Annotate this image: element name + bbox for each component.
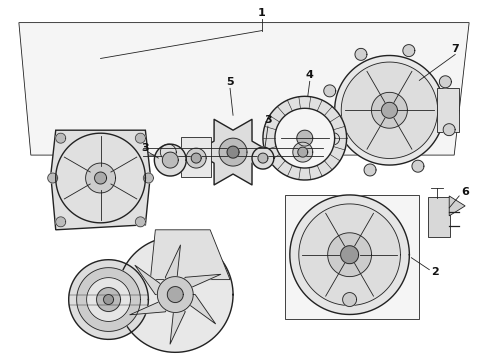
FancyBboxPatch shape [181, 137, 211, 177]
Polygon shape [371, 92, 407, 128]
Polygon shape [440, 76, 451, 88]
Polygon shape [135, 133, 146, 143]
Polygon shape [86, 163, 116, 193]
Polygon shape [19, 23, 469, 155]
Polygon shape [175, 294, 216, 324]
Polygon shape [157, 276, 193, 312]
Polygon shape [285, 195, 419, 319]
Polygon shape [412, 160, 424, 172]
Polygon shape [95, 172, 106, 184]
Polygon shape [195, 119, 271, 185]
Polygon shape [170, 294, 185, 344]
Polygon shape [186, 148, 206, 168]
Polygon shape [69, 260, 148, 339]
Polygon shape [227, 146, 239, 158]
FancyBboxPatch shape [428, 197, 450, 237]
Polygon shape [97, 288, 121, 311]
Polygon shape [343, 293, 357, 306]
Polygon shape [118, 237, 233, 352]
Text: 1: 1 [258, 8, 266, 18]
Polygon shape [135, 265, 175, 294]
Polygon shape [56, 217, 66, 227]
Polygon shape [154, 144, 186, 176]
Polygon shape [144, 173, 153, 183]
Polygon shape [403, 45, 415, 57]
Polygon shape [165, 245, 180, 294]
Polygon shape [355, 48, 367, 60]
Polygon shape [150, 230, 230, 280]
Polygon shape [263, 96, 346, 180]
Text: 6: 6 [461, 187, 469, 197]
Polygon shape [341, 246, 359, 264]
Polygon shape [382, 102, 397, 118]
Polygon shape [191, 153, 201, 163]
Polygon shape [130, 294, 175, 315]
Polygon shape [175, 274, 221, 294]
Polygon shape [219, 138, 247, 166]
Polygon shape [443, 124, 455, 136]
Polygon shape [335, 55, 444, 165]
Polygon shape [76, 268, 141, 332]
Polygon shape [327, 133, 340, 145]
Polygon shape [290, 195, 409, 315]
Polygon shape [364, 164, 376, 176]
Polygon shape [258, 153, 268, 163]
Polygon shape [252, 147, 274, 169]
Text: 7: 7 [451, 44, 459, 54]
Polygon shape [87, 278, 130, 321]
Polygon shape [293, 142, 313, 162]
Text: 2: 2 [431, 267, 439, 276]
Polygon shape [162, 152, 178, 168]
Polygon shape [160, 144, 176, 160]
Polygon shape [324, 85, 336, 97]
Polygon shape [135, 217, 146, 227]
Text: 3: 3 [264, 115, 272, 125]
Text: 3: 3 [142, 143, 149, 153]
Polygon shape [48, 173, 58, 183]
Polygon shape [299, 204, 400, 306]
Text: 4: 4 [306, 71, 314, 80]
Polygon shape [298, 147, 308, 157]
Polygon shape [297, 130, 313, 146]
Polygon shape [103, 294, 114, 305]
Polygon shape [341, 62, 438, 158]
Polygon shape [51, 130, 150, 230]
Polygon shape [328, 233, 371, 276]
Polygon shape [449, 196, 465, 216]
Polygon shape [275, 108, 335, 168]
FancyBboxPatch shape [437, 88, 459, 132]
Polygon shape [167, 287, 183, 302]
Text: 5: 5 [226, 77, 234, 87]
Polygon shape [56, 133, 66, 143]
